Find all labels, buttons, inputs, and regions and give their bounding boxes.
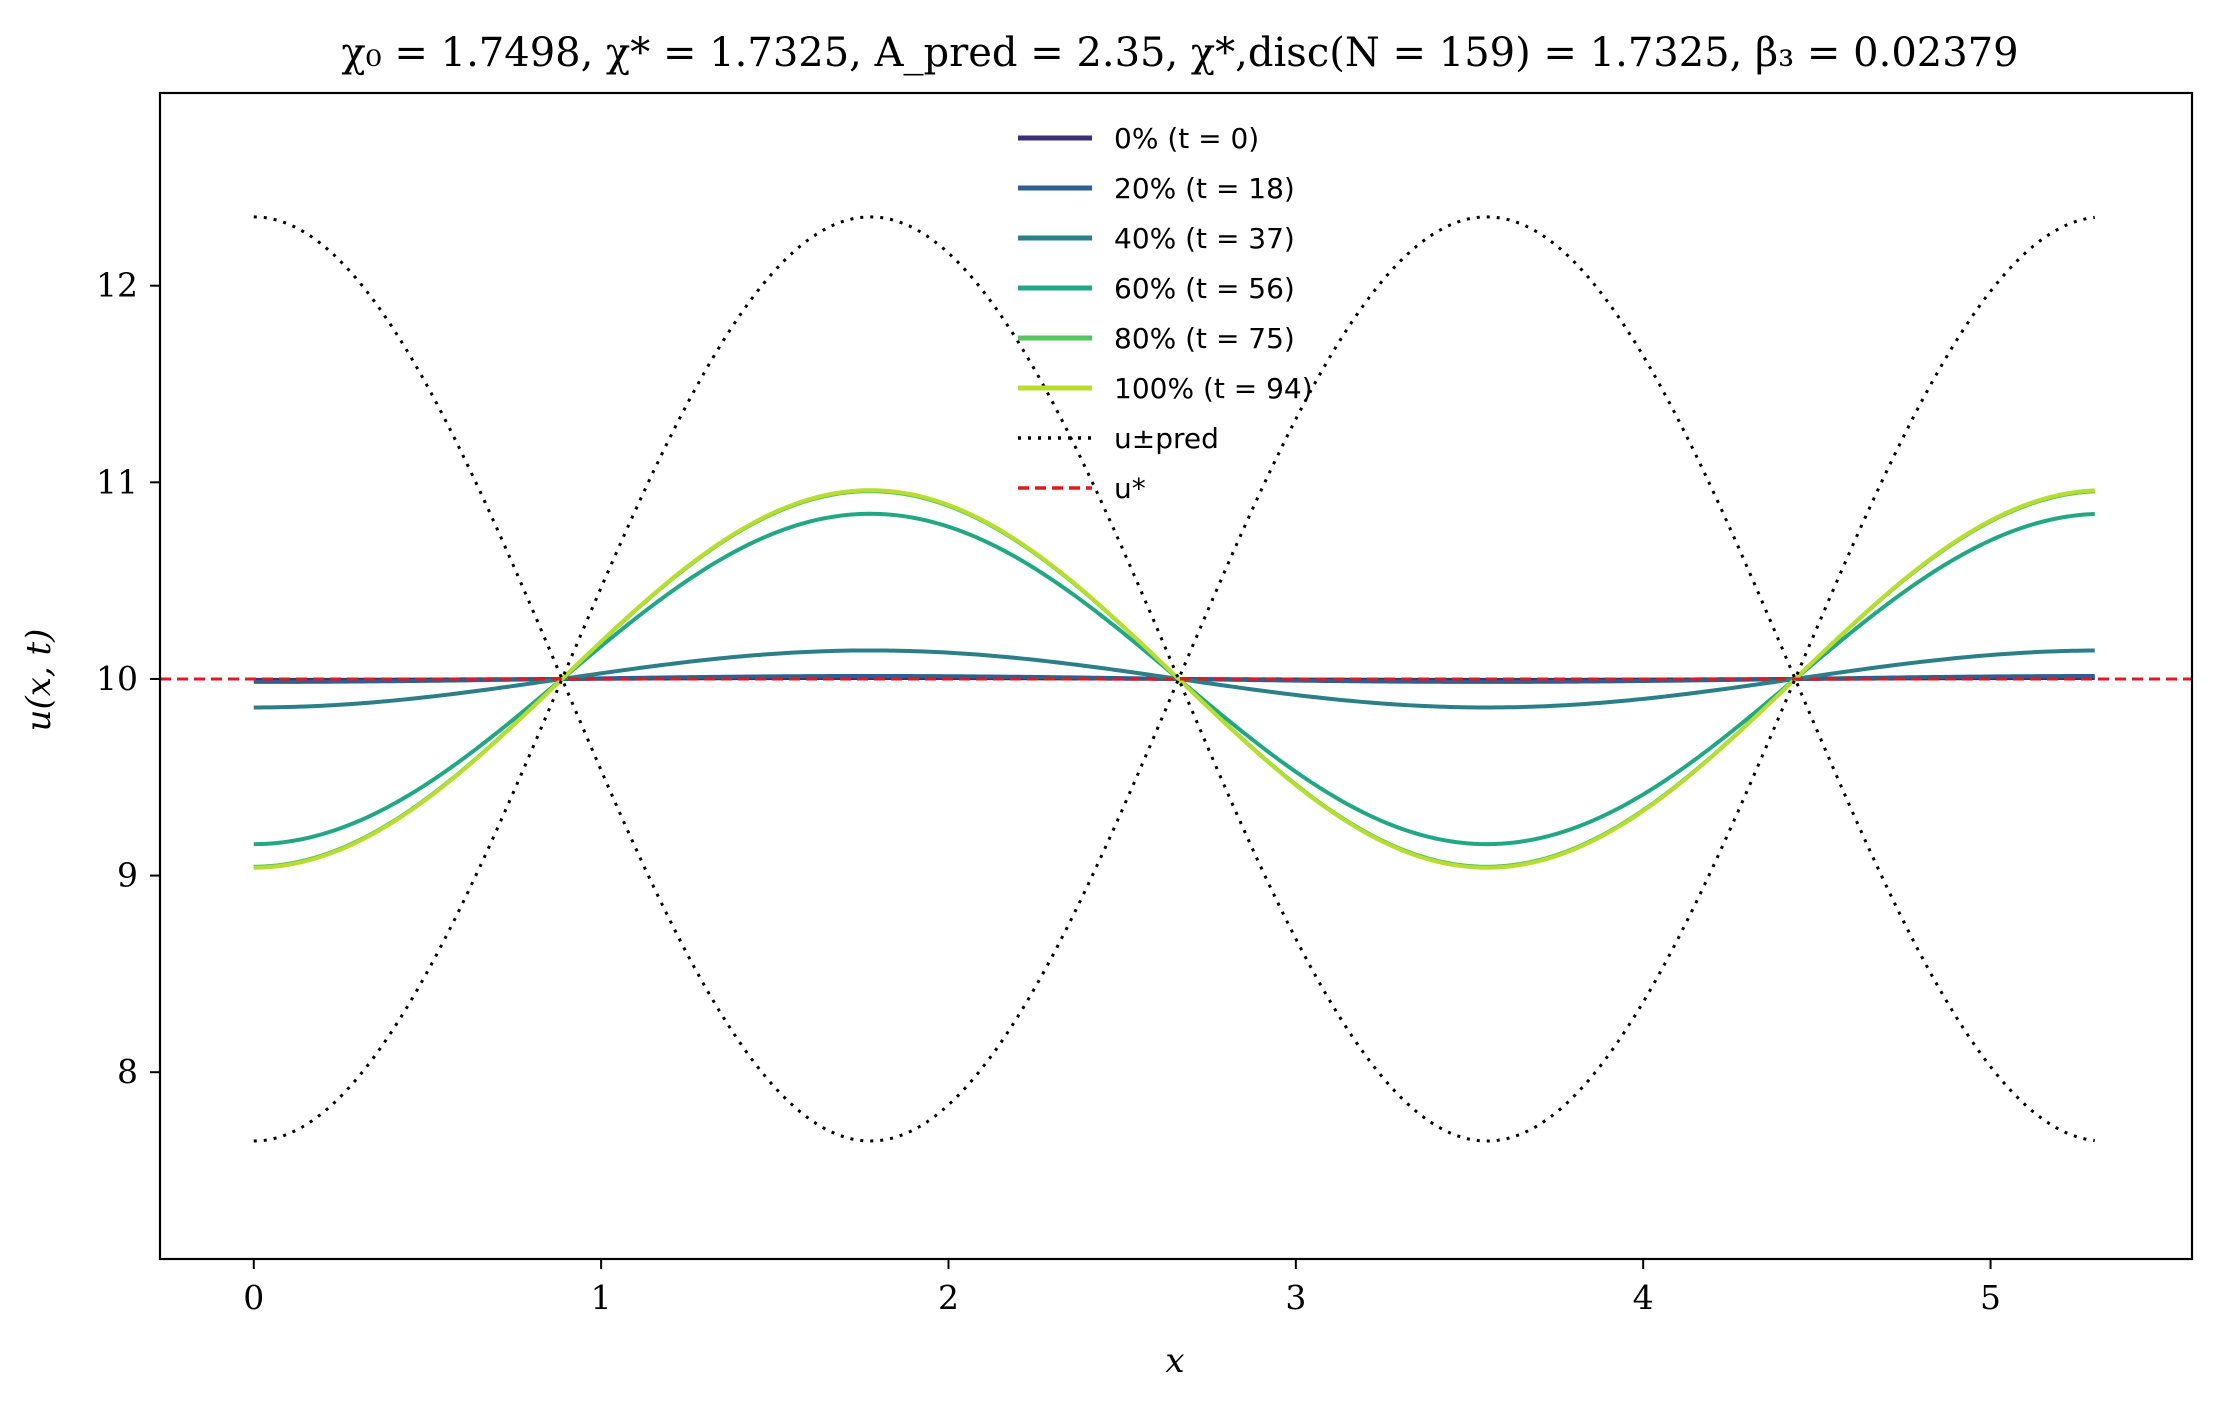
legend-label: 80% (t = 75) bbox=[1114, 322, 1295, 355]
series-line-u-pred-minus bbox=[253, 215, 2095, 1143]
x-axis: 0 1 2 3 4 5 bbox=[243, 1259, 2001, 1317]
x-tick-label: 1 bbox=[591, 1278, 612, 1317]
chart-title: χ₀ = 1.7498, χ* = 1.7325, A_pred = 2.35,… bbox=[341, 30, 2018, 76]
legend: 0% (t = 0) 20% (t = 18) 40% (t = 37) 60% (t… bbox=[1018, 122, 1313, 505]
y-tick-label: 11 bbox=[96, 462, 138, 501]
y-tick-label: 10 bbox=[96, 659, 138, 698]
y-tick-label: 9 bbox=[117, 856, 138, 895]
y-axis: 8 9 10 11 12 bbox=[96, 266, 160, 1091]
y-tick-label: 12 bbox=[96, 266, 138, 305]
legend-label: 40% (t = 37) bbox=[1114, 222, 1295, 255]
x-axis-label: x bbox=[1165, 1341, 1184, 1381]
legend-label: 20% (t = 18) bbox=[1114, 172, 1295, 205]
x-tick-label: 2 bbox=[938, 1278, 959, 1317]
legend-label: 60% (t = 56) bbox=[1114, 272, 1295, 305]
x-tick-label: 3 bbox=[1285, 1278, 1306, 1317]
y-axis-label: u(x, t) bbox=[19, 629, 59, 732]
legend-label: 100% (t = 94) bbox=[1114, 372, 1313, 405]
series-line-u-pred-plus bbox=[253, 215, 2095, 1143]
plot-frame bbox=[158, 91, 2194, 1261]
legend-label: u±pred bbox=[1114, 422, 1219, 455]
x-tick-label: 0 bbox=[243, 1278, 264, 1317]
x-tick-label: 4 bbox=[1633, 1278, 1654, 1317]
plot-area bbox=[160, 215, 2192, 1143]
legend-label: u* bbox=[1114, 472, 1146, 505]
x-tick-label: 5 bbox=[1980, 1278, 2001, 1317]
y-tick-label: 8 bbox=[117, 1052, 138, 1091]
legend-label: 0% (t = 0) bbox=[1114, 122, 1259, 155]
